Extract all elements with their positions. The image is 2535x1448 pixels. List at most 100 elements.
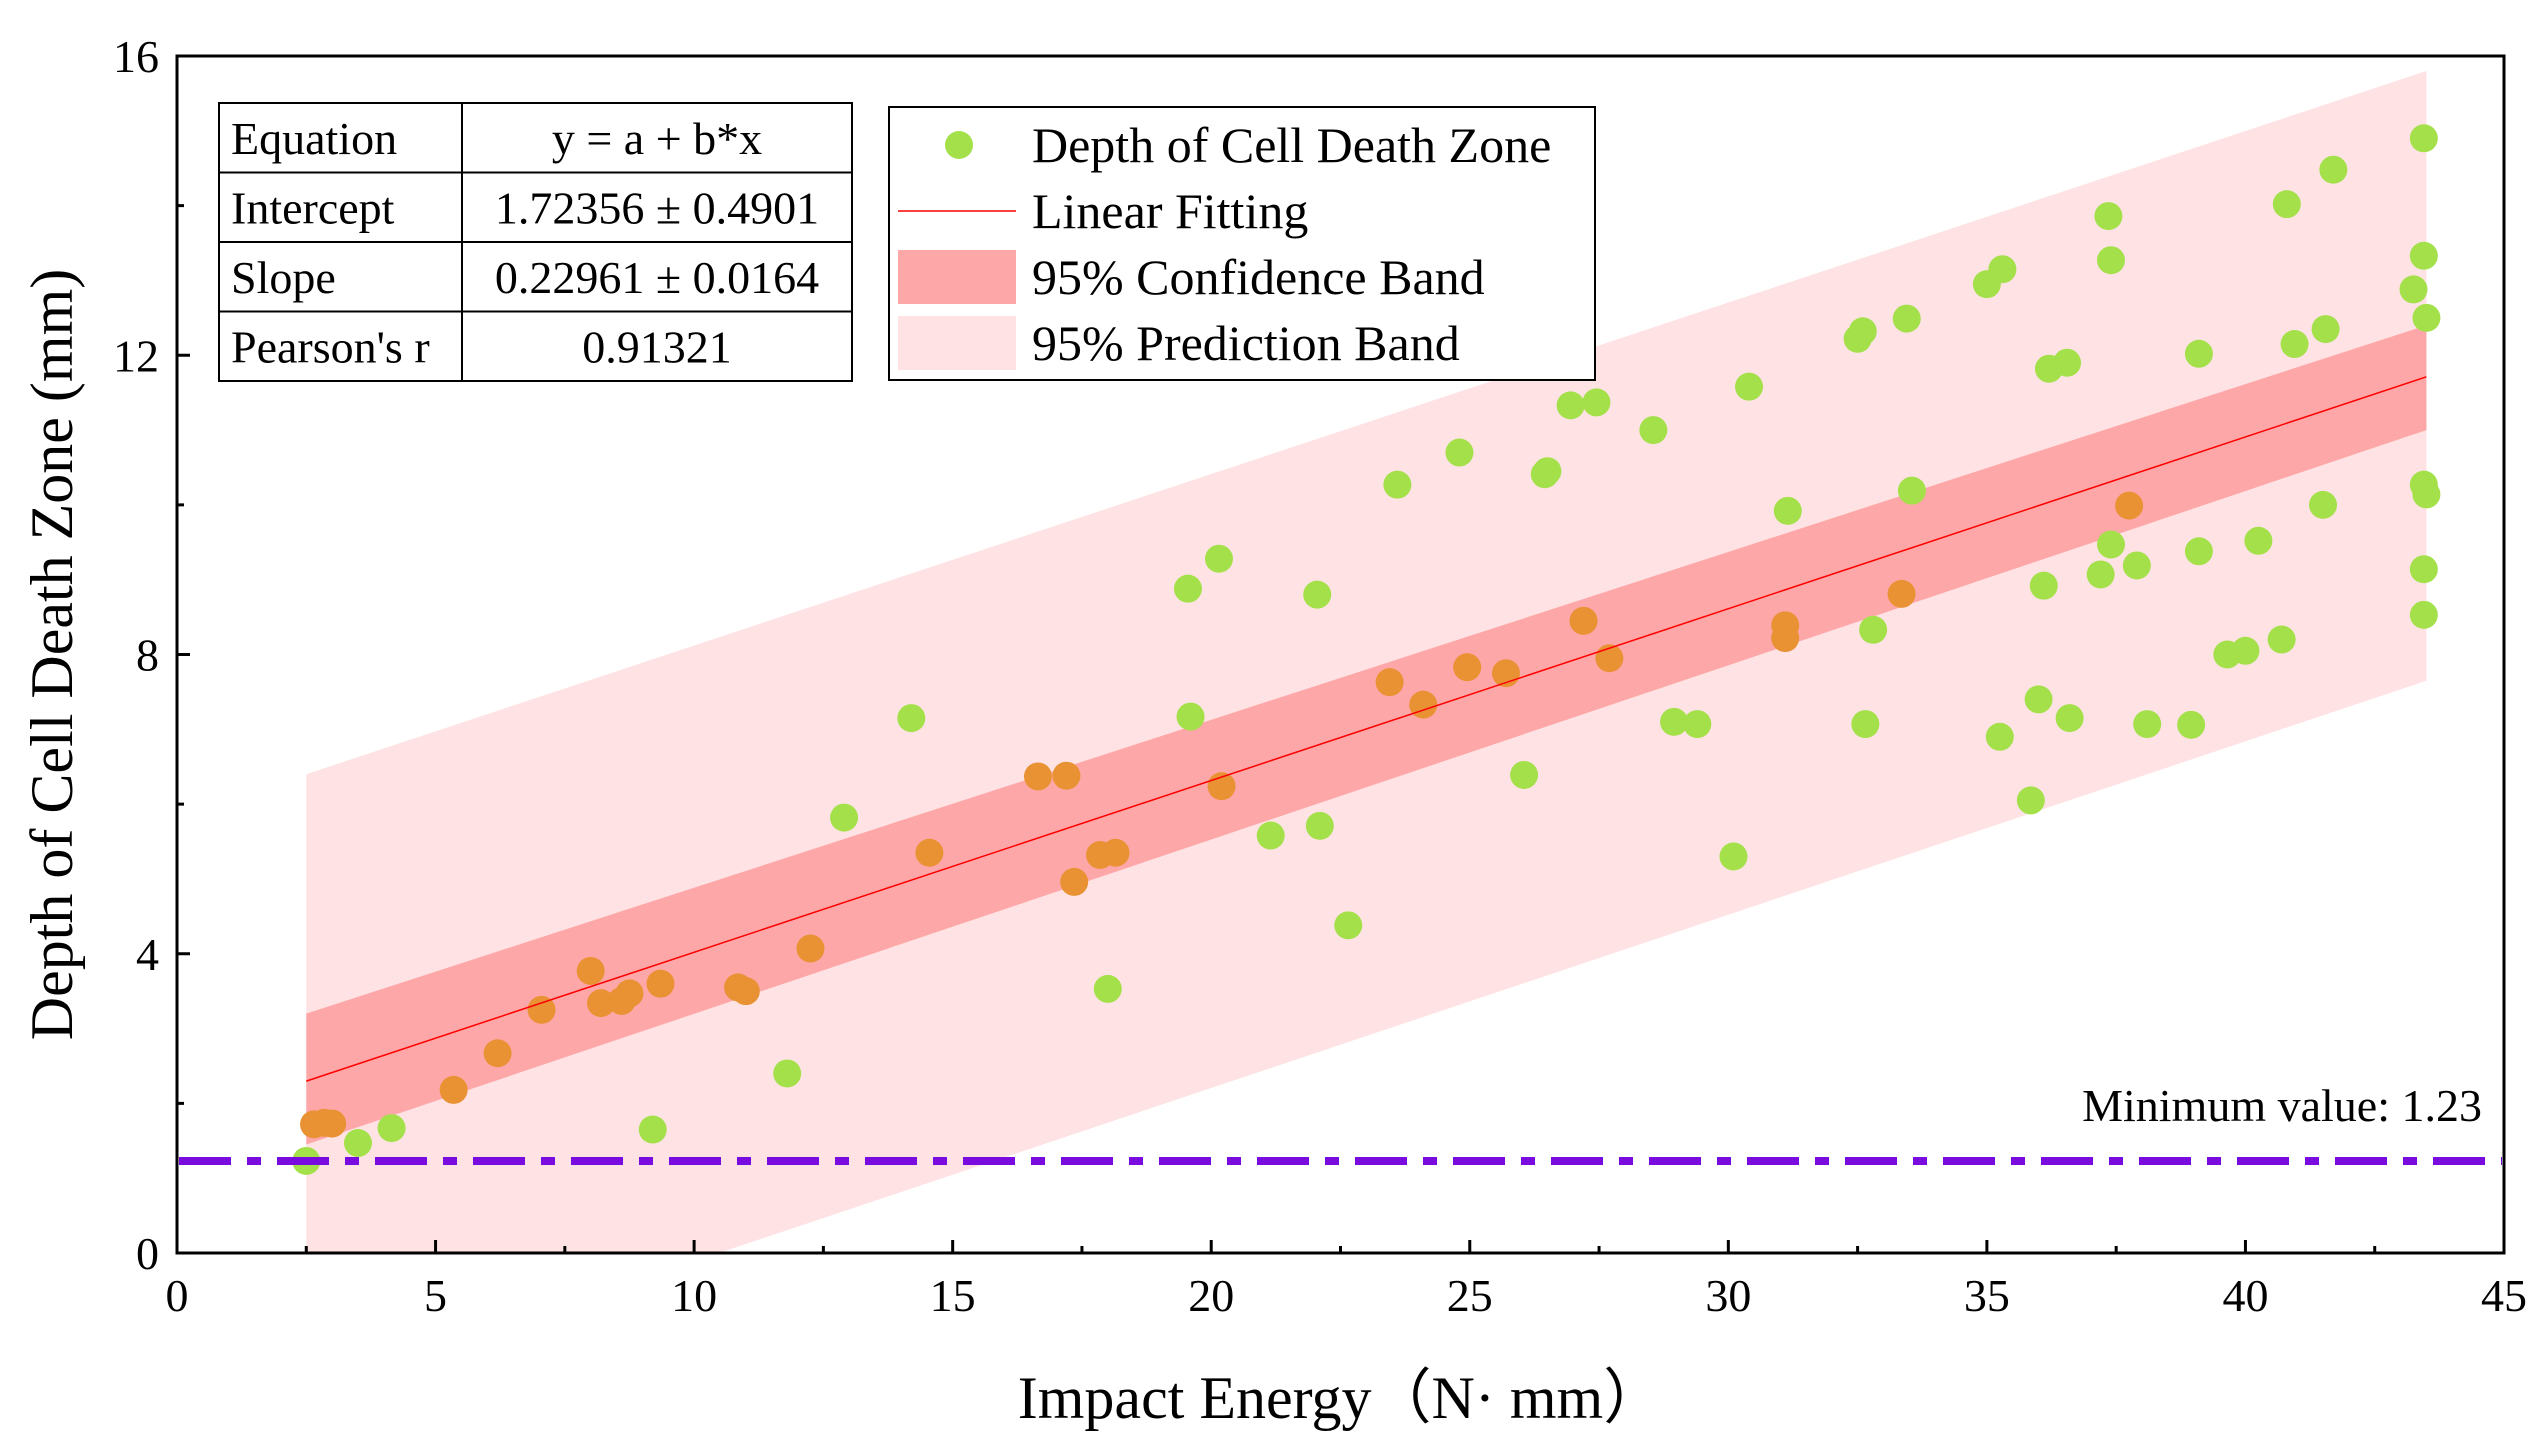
data-point xyxy=(1510,760,1539,789)
data-point xyxy=(1569,606,1598,635)
data-point xyxy=(343,1129,372,1158)
data-point xyxy=(1719,842,1748,871)
data-point xyxy=(1173,574,1202,603)
y-axis-title: Depth of Cell Death Zone (mm) xyxy=(19,269,85,1040)
y-tick-label: 12 xyxy=(113,330,159,381)
data-point xyxy=(2231,636,2260,665)
data-point xyxy=(2016,786,2045,815)
data-point xyxy=(773,1059,802,1088)
legend-swatch xyxy=(898,250,1016,304)
data-point xyxy=(1887,579,1916,608)
stats-value: y = a + b*x xyxy=(552,113,762,164)
data-point xyxy=(638,1115,667,1144)
x-tick-label: 30 xyxy=(1705,1270,1751,1321)
bands-layer xyxy=(306,70,2427,1253)
y-tick-label: 16 xyxy=(113,31,159,82)
x-tick-label: 0 xyxy=(166,1270,189,1321)
data-point xyxy=(1735,372,1764,401)
stats-value: 1.72356 ± 0.4901 xyxy=(495,182,819,233)
x-tick-label: 40 xyxy=(2222,1270,2268,1321)
legend-label: 95% Prediction Band xyxy=(1032,315,1460,371)
data-point xyxy=(1334,911,1363,940)
data-point xyxy=(2244,526,2273,555)
data-point xyxy=(2319,155,2348,184)
data-point xyxy=(2184,339,2213,368)
data-point xyxy=(1445,438,1474,467)
data-point xyxy=(1988,255,2017,284)
data-point xyxy=(439,1075,468,1104)
x-tick-label: 20 xyxy=(1188,1270,1234,1321)
data-point xyxy=(1305,811,1334,840)
data-point xyxy=(2399,275,2428,304)
stats-label: Intercept xyxy=(231,182,395,233)
data-point xyxy=(2409,555,2438,584)
data-point xyxy=(318,1109,347,1138)
legend-label: 95% Confidence Band xyxy=(1032,249,1485,305)
data-point xyxy=(2311,315,2340,344)
data-point xyxy=(1204,544,1233,573)
x-tick-label: 45 xyxy=(2481,1270,2527,1321)
data-point xyxy=(2412,303,2441,332)
y-tick-label: 8 xyxy=(136,630,159,681)
data-point xyxy=(483,1039,512,1068)
data-point xyxy=(2409,124,2438,153)
data-point xyxy=(1556,391,1585,420)
data-point xyxy=(2412,480,2441,509)
data-point xyxy=(377,1114,406,1143)
data-point xyxy=(1639,416,1668,445)
data-point xyxy=(1101,838,1130,867)
data-point xyxy=(615,979,644,1008)
data-point xyxy=(2055,704,2084,733)
data-point xyxy=(731,977,760,1006)
y-tick-label: 4 xyxy=(136,929,159,980)
stats-label: Equation xyxy=(231,113,397,164)
data-point xyxy=(2272,190,2301,219)
data-point xyxy=(1771,624,1800,653)
x-axis: 0 5 10 15 20 25 30 35 40 45 xyxy=(166,1240,2527,1321)
y-tick-label: 0 xyxy=(136,1228,159,1279)
data-point xyxy=(2115,491,2144,520)
stats-table: Equation y = a + b*x Intercept 1.72356 ± 0.… xyxy=(218,102,853,382)
data-point xyxy=(587,989,616,1018)
data-point xyxy=(2409,241,2438,270)
x-tick-label: 10 xyxy=(671,1270,717,1321)
minimum-label: Minimum value: 1.23 xyxy=(2082,1080,2482,1131)
legend-swatch xyxy=(945,131,973,159)
data-point xyxy=(1256,821,1285,850)
x-axis-title: Impact Energy（N· mm） xyxy=(1018,1365,1663,1431)
data-point xyxy=(1773,496,1802,525)
legend-label: Depth of Cell Death Zone xyxy=(1032,117,1551,173)
data-point xyxy=(1409,690,1438,719)
data-point xyxy=(646,969,675,998)
confidence-band xyxy=(306,325,2427,1145)
data-point xyxy=(1683,710,1712,739)
data-point xyxy=(1859,615,1888,644)
data-point xyxy=(1848,317,1877,346)
data-point xyxy=(2053,348,2082,377)
stats-value: 0.22961 ± 0.0164 xyxy=(495,252,819,303)
data-point xyxy=(2280,330,2309,359)
data-point xyxy=(2096,530,2125,559)
x-tick-label: 35 xyxy=(1964,1270,2010,1321)
data-point xyxy=(2096,246,2125,275)
data-point xyxy=(1582,388,1611,417)
data-point xyxy=(2122,551,2151,580)
data-point xyxy=(2024,685,2053,714)
data-point xyxy=(576,956,605,985)
data-point xyxy=(897,704,926,733)
data-point xyxy=(1453,653,1482,682)
points-layer xyxy=(292,124,2441,1175)
data-point xyxy=(1375,668,1404,697)
data-point xyxy=(1892,304,1921,333)
data-point xyxy=(1052,761,1081,790)
data-point xyxy=(1383,470,1412,499)
data-point xyxy=(1985,722,2014,751)
data-point xyxy=(527,995,556,1024)
data-point xyxy=(1060,867,1089,896)
data-point xyxy=(1533,457,1562,486)
data-point xyxy=(2029,571,2058,600)
data-point xyxy=(2309,490,2338,519)
data-point xyxy=(1851,710,1880,739)
x-tick-label: 5 xyxy=(424,1270,447,1321)
